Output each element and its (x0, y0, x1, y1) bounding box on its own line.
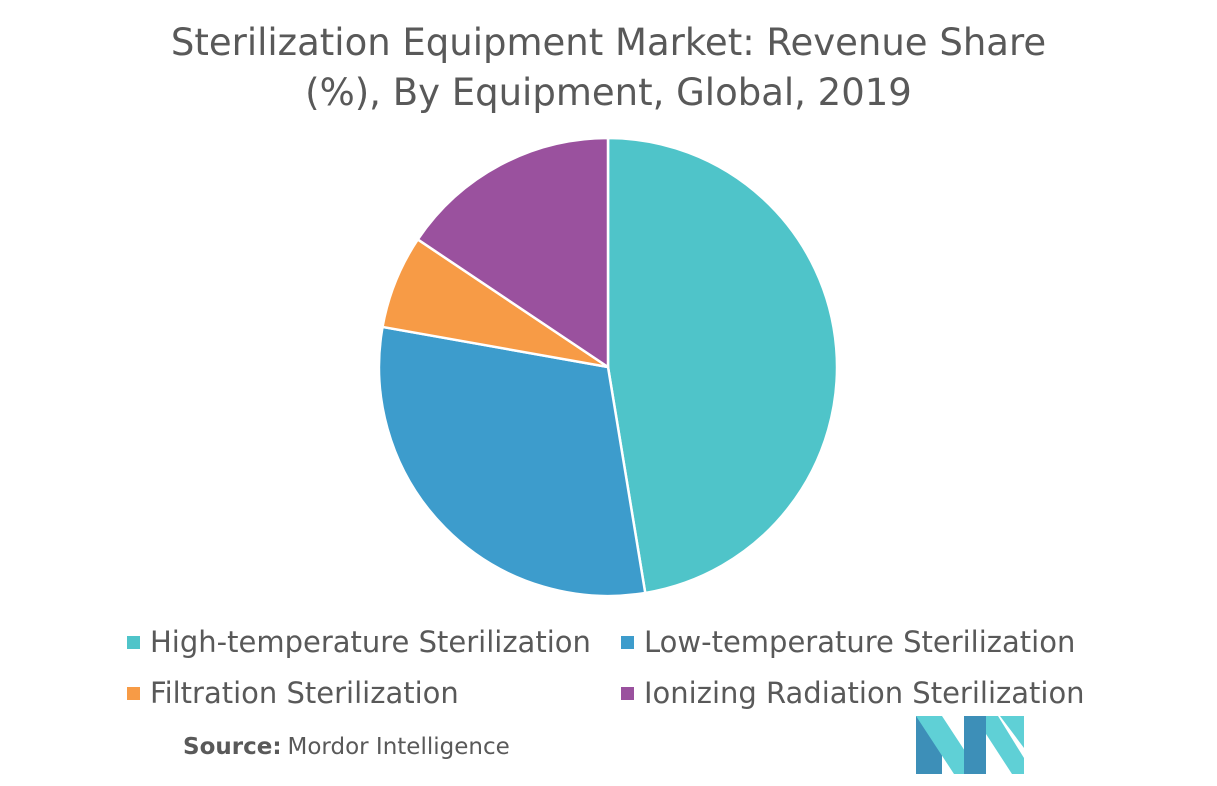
legend-label-low-temperature: Low-temperature Sterilization (644, 625, 1076, 659)
chart-title-line-1: Sterilization Equipment Market: Revenue … (170, 21, 1047, 64)
legend-swatch-high-temperature (127, 635, 140, 649)
legend-item-filtration: Filtration Sterilization (127, 671, 459, 715)
legend-swatch-filtration (127, 686, 140, 700)
pie-slice-high-temperature (606, 136, 839, 595)
chart-title-line-2: (%), By Equipment, Global, 2019 (305, 71, 912, 114)
logo-stripe-3 (964, 716, 986, 774)
legend-item-low-temperature: Low-temperature Sterilization (621, 620, 1075, 664)
logo-stripe-4 (986, 716, 1024, 774)
source-key: Source: (183, 734, 282, 760)
pie-slice-low-temperature (377, 325, 647, 598)
legend-label-filtration: Filtration Sterilization (150, 676, 459, 710)
source-value: Mordor Intelligence (287, 734, 510, 760)
source-note: Source: Mordor Intelligence (183, 734, 510, 760)
pie-slice-ionizing-radiation (416, 136, 610, 369)
chart-title: Sterilization Equipment Market: Revenue … (0, 18, 1217, 118)
logo-stripe-5 (1000, 716, 1024, 748)
mordor-logo-icon (916, 716, 1024, 774)
legend-swatch-low-temperature (621, 635, 634, 649)
legend-item-ionizing-radiation: Ionizing Radiation Sterilization (621, 671, 1085, 715)
legend-label-ionizing-radiation: Ionizing Radiation Sterilization (644, 676, 1085, 710)
legend-swatch-ionizing-radiation (621, 686, 634, 700)
legend-item-high-temperature: High-temperature Sterilization (127, 620, 591, 664)
legend-label-high-temperature: High-temperature Sterilization (150, 625, 591, 659)
